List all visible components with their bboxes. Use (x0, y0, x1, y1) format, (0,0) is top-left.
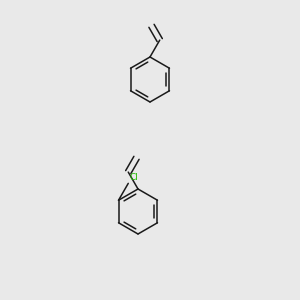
Text: Cl: Cl (130, 173, 139, 182)
